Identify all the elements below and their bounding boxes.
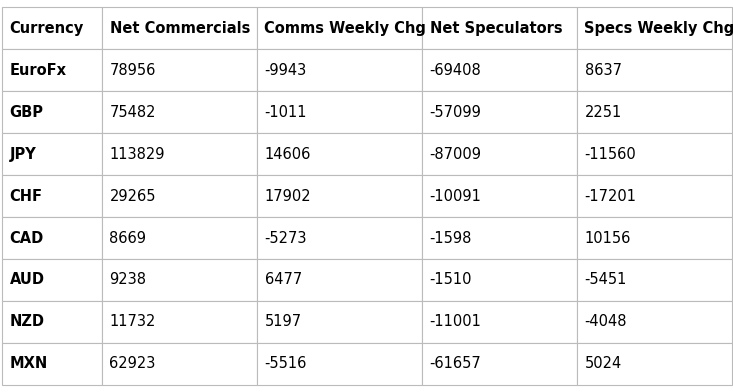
- Bar: [421, 217, 576, 259]
- Bar: [1, 133, 101, 175]
- Bar: [576, 91, 732, 133]
- Text: -1598: -1598: [430, 230, 472, 245]
- Text: 14606: 14606: [265, 147, 311, 162]
- Bar: [1, 217, 101, 259]
- Text: CHF: CHF: [10, 189, 43, 203]
- Bar: [257, 133, 421, 175]
- Bar: [257, 301, 421, 343]
- Text: JPY: JPY: [10, 147, 36, 162]
- Text: -10091: -10091: [430, 189, 482, 203]
- Text: 5197: 5197: [265, 314, 301, 330]
- Bar: [1, 49, 101, 91]
- Bar: [101, 49, 257, 91]
- Text: GBP: GBP: [10, 105, 43, 120]
- Bar: [576, 343, 732, 385]
- Text: -57099: -57099: [430, 105, 482, 120]
- Bar: [576, 217, 732, 259]
- Bar: [421, 133, 576, 175]
- Bar: [101, 7, 257, 49]
- Bar: [421, 175, 576, 217]
- Text: CAD: CAD: [10, 230, 44, 245]
- Text: -11001: -11001: [430, 314, 482, 330]
- Bar: [257, 7, 421, 49]
- Bar: [101, 301, 257, 343]
- Bar: [576, 259, 732, 301]
- Text: MXN: MXN: [10, 356, 48, 372]
- Bar: [1, 175, 101, 217]
- Text: 17902: 17902: [265, 189, 311, 203]
- Bar: [1, 343, 101, 385]
- Bar: [576, 301, 732, 343]
- Text: 113829: 113829: [109, 147, 165, 162]
- Text: -69408: -69408: [430, 62, 482, 78]
- Bar: [421, 343, 576, 385]
- Bar: [1, 301, 101, 343]
- Bar: [101, 259, 257, 301]
- Bar: [101, 217, 257, 259]
- Text: NZD: NZD: [10, 314, 45, 330]
- Text: -4048: -4048: [584, 314, 627, 330]
- Text: 9238: 9238: [109, 272, 147, 287]
- Text: 62923: 62923: [109, 356, 156, 372]
- Bar: [101, 343, 257, 385]
- Bar: [257, 175, 421, 217]
- Text: -5273: -5273: [265, 230, 307, 245]
- Bar: [421, 301, 576, 343]
- Bar: [257, 259, 421, 301]
- Bar: [101, 175, 257, 217]
- Text: -61657: -61657: [430, 356, 482, 372]
- Text: Currency: Currency: [10, 20, 84, 36]
- Bar: [421, 49, 576, 91]
- Text: 75482: 75482: [109, 105, 156, 120]
- Text: 11732: 11732: [109, 314, 156, 330]
- Text: Specs Weekly Chg: Specs Weekly Chg: [584, 20, 733, 36]
- Bar: [257, 91, 421, 133]
- Text: -17201: -17201: [584, 189, 636, 203]
- Bar: [576, 49, 732, 91]
- Bar: [101, 133, 257, 175]
- Text: Net Speculators: Net Speculators: [430, 20, 562, 36]
- Text: 2251: 2251: [584, 105, 622, 120]
- Text: AUD: AUD: [10, 272, 45, 287]
- Text: 5024: 5024: [584, 356, 622, 372]
- Bar: [421, 91, 576, 133]
- Bar: [1, 7, 101, 49]
- Bar: [257, 343, 421, 385]
- Text: Net Commercials: Net Commercials: [109, 20, 250, 36]
- Text: 78956: 78956: [109, 62, 156, 78]
- Text: 8637: 8637: [584, 62, 622, 78]
- Text: 10156: 10156: [584, 230, 631, 245]
- Text: 6477: 6477: [265, 272, 302, 287]
- Bar: [576, 133, 732, 175]
- Bar: [576, 7, 732, 49]
- Bar: [421, 7, 576, 49]
- Bar: [421, 259, 576, 301]
- Bar: [257, 49, 421, 91]
- Text: -87009: -87009: [430, 147, 482, 162]
- Bar: [1, 91, 101, 133]
- Text: -1011: -1011: [265, 105, 307, 120]
- Bar: [101, 91, 257, 133]
- Text: 29265: 29265: [109, 189, 156, 203]
- Bar: [257, 217, 421, 259]
- Text: -5451: -5451: [584, 272, 627, 287]
- Text: 8669: 8669: [109, 230, 147, 245]
- Bar: [576, 175, 732, 217]
- Text: -9943: -9943: [265, 62, 306, 78]
- Bar: [1, 259, 101, 301]
- Text: -5516: -5516: [265, 356, 307, 372]
- Text: Comms Weekly Chg: Comms Weekly Chg: [265, 20, 427, 36]
- Text: EuroFx: EuroFx: [10, 62, 67, 78]
- Text: -1510: -1510: [430, 272, 472, 287]
- Text: -11560: -11560: [584, 147, 636, 162]
